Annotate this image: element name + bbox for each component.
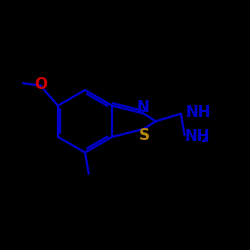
Text: N: N (137, 100, 150, 116)
Text: O: O (34, 77, 47, 92)
Text: 2: 2 (200, 134, 208, 144)
Text: NH: NH (184, 129, 210, 144)
Text: NH: NH (185, 105, 211, 120)
Text: S: S (139, 128, 150, 143)
